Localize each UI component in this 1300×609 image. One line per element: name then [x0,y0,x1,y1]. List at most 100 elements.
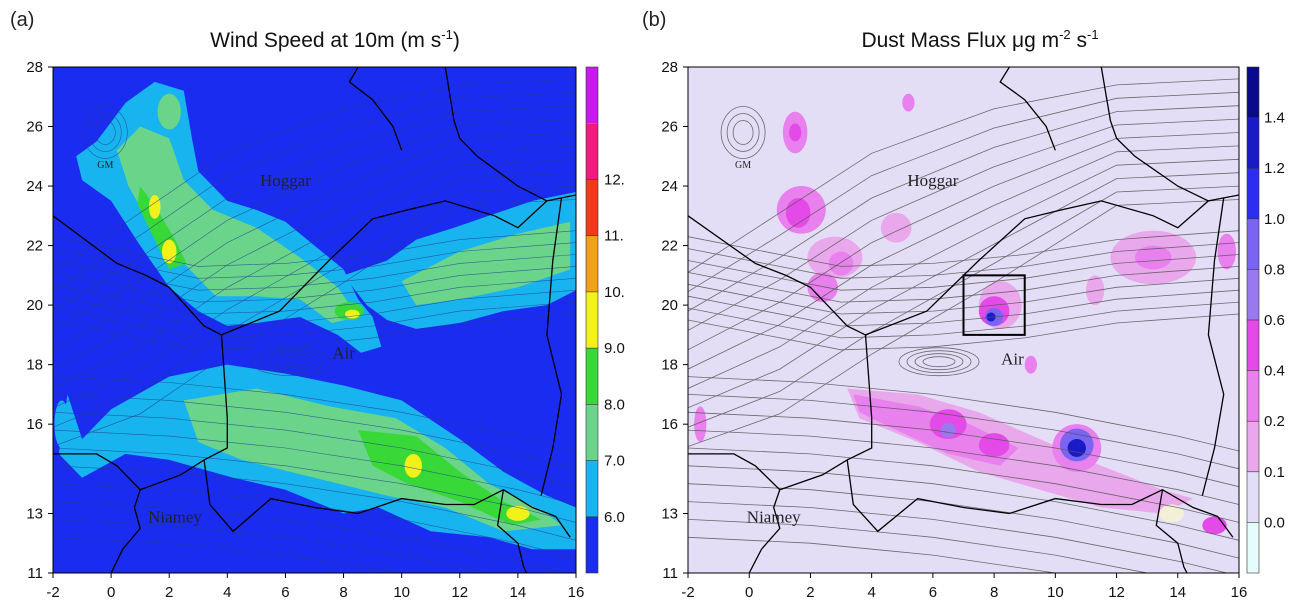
place-label: Air [1001,350,1024,369]
colorbar-label: 11. [604,228,624,245]
dust-patch [1134,245,1172,270]
wind-band-east-core [401,221,571,306]
streamline [53,519,491,573]
colorbar-label: 9.0 [604,340,625,357]
x-tick-label: 6 [929,584,937,601]
panel-label: (a) [10,9,34,31]
y-tick-label: 16 [661,416,678,433]
highlight-box [962,274,1026,336]
colorbar-swatch [1247,421,1259,472]
border-line [688,215,866,336]
border-line [496,489,528,573]
border-line [1201,197,1225,496]
dust-patch [880,212,912,243]
colorbar-swatch [1247,320,1259,371]
streamline [53,465,576,541]
border-line [444,67,548,202]
streamline-eddy [898,347,980,377]
streamline [53,185,576,428]
country-borders [688,67,1239,573]
streamline-eddy [732,120,754,145]
colorbar-swatch [586,123,598,180]
colorbar-label: 0.6 [1264,312,1285,329]
streamline [688,172,1239,409]
dust-patch [694,406,707,443]
streamline [53,159,576,389]
streamline [53,230,576,267]
streamline [53,172,576,409]
x-tick-label: 14 [1169,584,1186,601]
dust-patch [828,251,854,276]
streamline [53,289,576,327]
y-tick-label: 22 [26,238,43,255]
colorbar-label: 0.8 [1264,261,1285,278]
border-line [688,334,873,491]
streamline-eddy [83,106,128,159]
colorbar-frame [585,66,599,574]
x-tick-label: 16 [568,584,585,601]
colorbar-swatch [586,516,598,573]
border-line [53,215,222,336]
streamline [53,301,576,339]
streamline-eddy [95,120,116,145]
y-tick-label: 26 [661,119,678,136]
streamline [53,92,576,292]
place-label: GM [97,160,113,171]
dust-patch [1202,516,1227,535]
dust-patch [978,433,1010,457]
colorbar-swatch [586,179,598,236]
streamline [53,254,576,291]
streamline [688,199,1239,447]
y-tick-label: 26 [26,119,43,136]
streamline [688,266,1239,303]
y-tick-label: 20 [661,297,678,314]
streamline [688,185,1239,428]
streamline [688,429,1239,505]
dust-patch [1085,275,1105,306]
streamline [53,266,576,303]
streamline [688,91,1239,293]
streamline [688,132,1239,351]
streamline [688,118,1239,331]
dust-patch [807,272,838,303]
x-tick-label: 0 [107,584,115,601]
colorbar-label: 1.2 [1264,160,1285,177]
streamlines [688,78,1239,573]
y-tick-label: 16 [26,416,43,433]
x-tick-label: 8 [990,584,998,601]
streamline-eddy [914,353,964,371]
colorbar-label: 7.0 [604,453,625,470]
streamline-eddy [720,106,766,159]
streamline [688,376,1239,452]
x-tick-label: -2 [46,584,59,601]
streamline [53,447,576,523]
place-label: Hoggar [260,171,311,190]
streamline [688,501,1229,573]
plot-frame [52,66,577,574]
chart-title: Dust Mass Flux μg m-2 s-1 [861,27,1098,52]
y-tick-label: 11 [662,565,678,582]
streamline [53,278,576,315]
border-line [203,459,571,538]
x-tick-label: 10 [1047,584,1064,601]
border-line [865,194,1239,336]
plot-area [688,67,1239,573]
streamline [53,412,576,487]
streamline-eddy [89,113,122,152]
streamline [53,394,576,470]
streamline [688,313,1239,351]
colorbar-swatch [586,235,598,292]
streamline [53,313,576,351]
colorbar-swatch [1247,522,1259,573]
streamline [688,242,1239,279]
border-line [348,67,403,151]
place-label: Niamey [148,507,202,526]
panel-a-wind-speed: (a) Wind Speed at 10m (m s-1) Hoggar Air Nia… [10,9,625,601]
streamline [688,301,1239,339]
colorbar-swatch [1247,471,1259,523]
streamline [53,78,576,273]
colorbar-label: 1.4 [1264,110,1285,127]
streamline [688,145,1239,370]
y-tick-label: 11 [27,565,43,582]
x-tick-label: 14 [510,584,527,601]
